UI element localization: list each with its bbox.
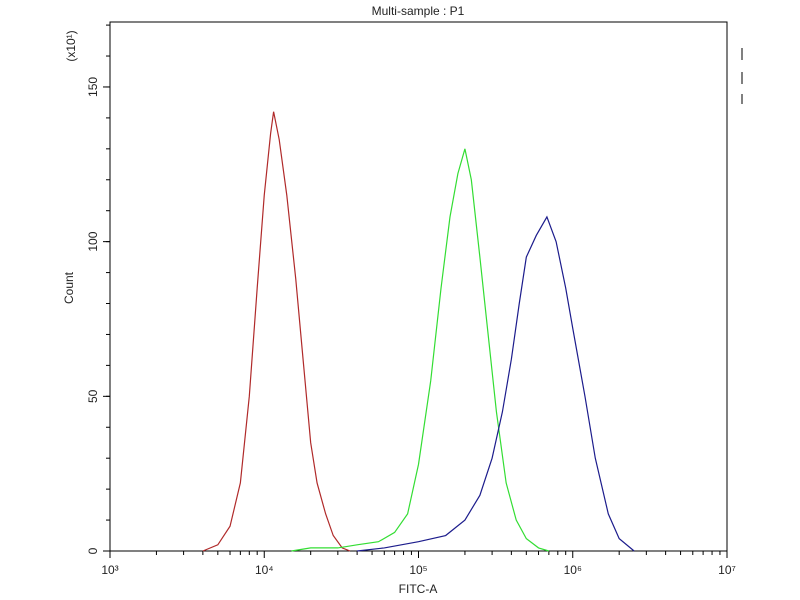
- series-line: [291, 148, 550, 552]
- y-tick-label: 0: [86, 547, 100, 554]
- plot-frame: [109, 21, 728, 552]
- y-tick-label: 100: [86, 231, 100, 251]
- x-tick-label: 10⁴: [255, 563, 274, 577]
- y-tick-label: 150: [86, 77, 100, 97]
- chart-title: Multi-sample : P1: [372, 4, 465, 18]
- series-line: [357, 215, 635, 552]
- y-tick-label: 50: [86, 389, 100, 403]
- x-axis-label: FITC-A: [399, 582, 438, 596]
- x-tick-label: 10⁶: [564, 563, 582, 577]
- y-scale-note: (x10¹): [64, 30, 78, 61]
- y-axis-label: Count: [62, 271, 76, 304]
- x-tick-label: 10⁷: [718, 563, 736, 577]
- x-tick-label: 10³: [101, 563, 118, 577]
- series-line: [202, 111, 351, 552]
- x-tick-label: 10⁵: [409, 563, 427, 577]
